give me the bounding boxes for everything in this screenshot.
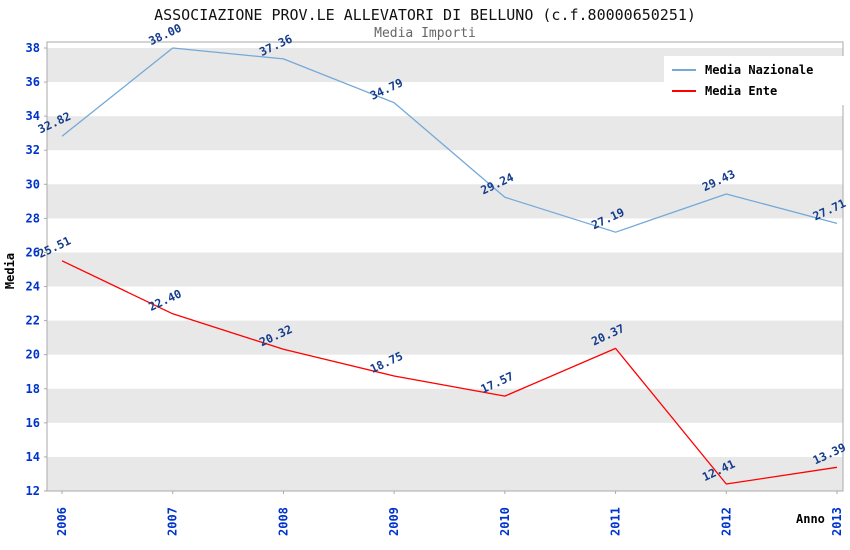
x-tick-label: 2009 xyxy=(387,507,401,536)
x-tick-label: 2007 xyxy=(166,507,180,536)
y-tick-label: 12 xyxy=(26,484,40,498)
y-tick-label: 18 xyxy=(26,382,40,396)
y-tick-label: 28 xyxy=(26,211,40,225)
y-tick-label: 26 xyxy=(26,245,40,259)
y-tick-label: 14 xyxy=(26,450,40,464)
legend-label-nazionale: Media Nazionale xyxy=(705,63,814,77)
chart-title: ASSOCIAZIONE PROV.LE ALLEVATORI DI BELLU… xyxy=(154,6,696,24)
chart-subtitle: Media Importi xyxy=(374,26,476,41)
y-tick-label: 16 xyxy=(26,416,40,430)
plot-frame xyxy=(46,41,844,492)
legend-line-swatch-ente xyxy=(672,90,696,92)
x-tick-label: 2011 xyxy=(609,507,623,536)
grid-band xyxy=(47,388,843,423)
x-tick-label: 2008 xyxy=(276,507,290,536)
y-tick-label: 22 xyxy=(26,314,40,328)
x-tick-label: 2006 xyxy=(55,507,69,536)
grid-band xyxy=(47,116,843,151)
x-tick-label: 2012 xyxy=(719,507,733,536)
x-tick-label: 2013 xyxy=(830,507,844,536)
grid-band xyxy=(47,184,843,219)
grid-band xyxy=(47,456,843,491)
y-tick-label: 36 xyxy=(26,75,40,89)
series-line-media-ente xyxy=(61,260,838,485)
legend-item-media-ente: Media Ente xyxy=(672,84,840,98)
x-axis-title: Anno xyxy=(796,512,825,526)
legend-label-ente: Media Ente xyxy=(705,84,778,98)
y-tick-label: 24 xyxy=(26,280,40,294)
legend-item-media-nazionale: Media Nazionale xyxy=(672,63,840,77)
x-tick-label: 2010 xyxy=(498,507,512,536)
y-tick-label: 30 xyxy=(26,177,40,191)
legend: Media Nazionale Media Ente xyxy=(664,56,848,105)
y-axis-title: Media xyxy=(3,252,18,290)
legend-line-swatch-nazionale xyxy=(672,69,696,71)
y-tick-label: 20 xyxy=(26,348,40,362)
series-line-media-nazionale xyxy=(61,47,838,233)
y-tick-label: 34 xyxy=(26,109,40,123)
y-tick-label: 32 xyxy=(26,143,40,157)
y-tick-label: 38 xyxy=(26,41,40,55)
grid-band xyxy=(47,252,843,287)
grid-band xyxy=(47,320,843,355)
